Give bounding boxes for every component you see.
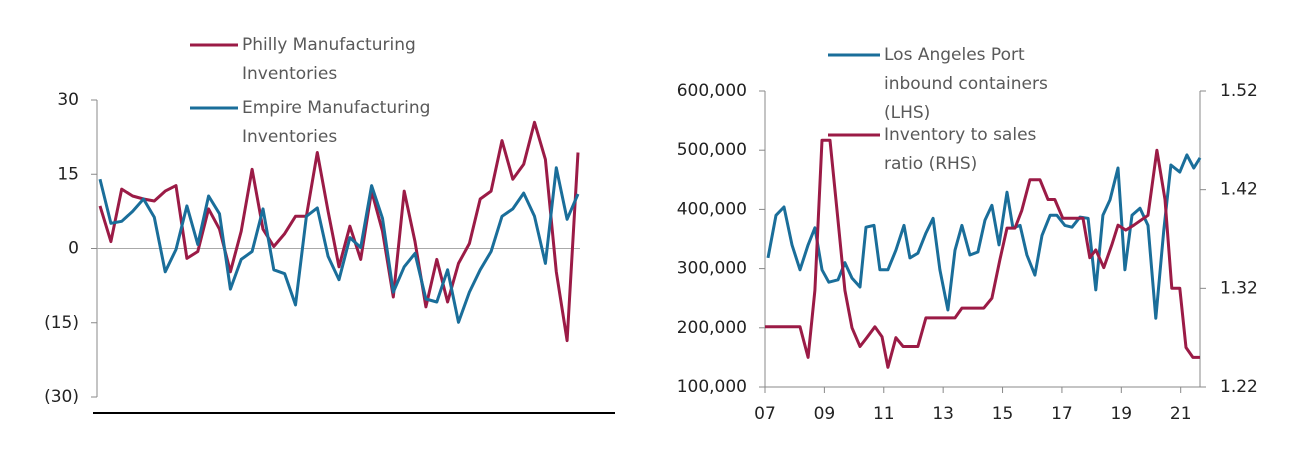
legend-label: Los Angeles Port inbound containers (LHS…: [884, 45, 1048, 123]
legend-label: Inventory to sales ratio (RHS): [884, 125, 1037, 174]
y-tick-label: 15: [57, 164, 79, 184]
x-tick-label: 17: [1051, 404, 1073, 424]
y-tick-label: 100,000: [677, 377, 747, 397]
y-tick-label: 30: [57, 90, 79, 110]
x-tick-label: 11: [873, 404, 895, 424]
x-tick-label: 19: [1110, 404, 1132, 424]
y-tick-label: 400,000: [677, 199, 747, 219]
y2-tick-label: 1.42: [1220, 180, 1258, 200]
x-tick-label: 09: [814, 404, 836, 424]
x-tick-label: 21: [1170, 404, 1192, 424]
y2-tick-label: 1.22: [1220, 377, 1258, 397]
x-tick-label: 15: [992, 404, 1014, 424]
y2-tick-label: 1.52: [1220, 81, 1258, 101]
y-tick-label: 200,000: [677, 318, 747, 338]
legend-label: Philly Manufacturing Inventories: [242, 35, 416, 84]
y-tick-label: (30): [44, 387, 79, 407]
y-tick-label: 500,000: [677, 140, 747, 160]
legend-label: Empire Manufacturing Inventories: [242, 98, 431, 147]
y-tick-label: 600,000: [677, 81, 747, 101]
series-line: [765, 138, 1200, 369]
x-tick-label: 13: [932, 404, 954, 424]
y-tick-label: 0: [68, 239, 79, 259]
y-tick-label: 300,000: [677, 259, 747, 279]
series-line: [98, 120, 580, 343]
y-tick-label: (15): [44, 313, 79, 333]
x-tick-label: 07: [754, 404, 776, 424]
y2-tick-label: 1.32: [1220, 278, 1258, 298]
series-line: [98, 166, 580, 324]
